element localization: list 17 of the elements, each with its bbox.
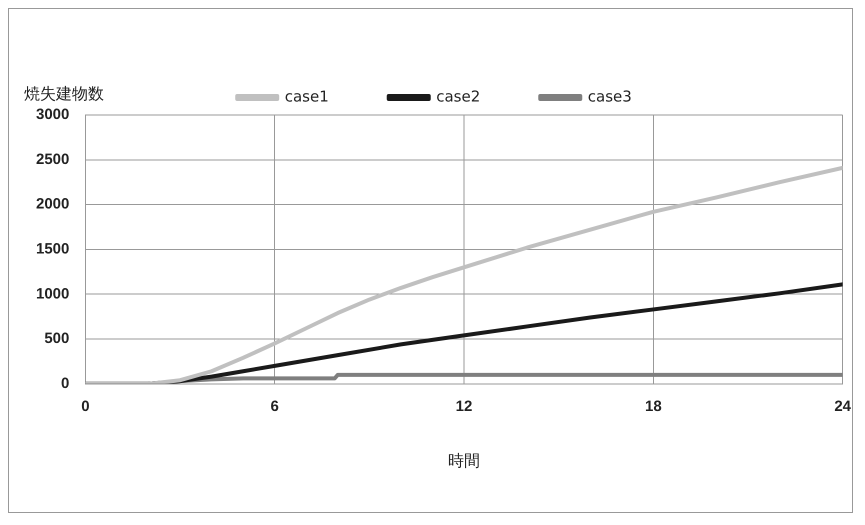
x-tick-label: 6 [270,398,279,415]
legend-label: case3 [588,87,632,106]
y-tick-label: 1500 [36,240,70,258]
x-axis-title: 時間 [448,452,480,470]
x-tick-label: 18 [644,398,662,415]
x-tick-label: 0 [81,398,90,415]
y-tick-label: 3000 [36,106,70,124]
y-axis-title: 焼失建物数 [24,84,104,104]
x-tick-label: 24 [834,398,852,415]
y-tick-label: 2000 [36,196,70,213]
y-tick-label: 1000 [36,285,70,302]
y-tick-label: 2500 [36,150,70,168]
legend-label: case1 [284,87,329,106]
x-tick-label: 12 [456,398,472,415]
y-tick-label: 500 [44,330,70,348]
legend-label: case2 [436,87,480,106]
y-tick-label: 0 [61,374,70,392]
